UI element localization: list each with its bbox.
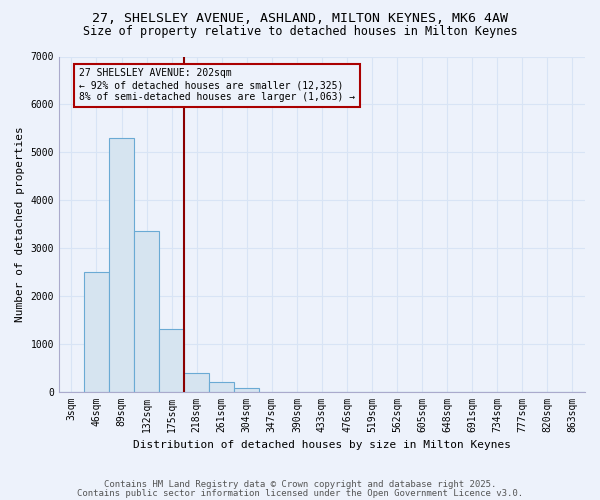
Bar (134, 231, 159, 392)
Bar (159, 330, 184, 392)
Text: 27, SHELSLEY AVENUE, ASHLAND, MILTON KEYNES, MK6 4AW: 27, SHELSLEY AVENUE, ASHLAND, MILTON KEY… (92, 12, 508, 26)
Text: Contains HM Land Registry data © Crown copyright and database right 2025.: Contains HM Land Registry data © Crown c… (104, 480, 496, 489)
Text: 27 SHELSLEY AVENUE: 202sqm
← 92% of detached houses are smaller (12,325)
8% of s: 27 SHELSLEY AVENUE: 202sqm ← 92% of deta… (79, 68, 355, 102)
X-axis label: Distribution of detached houses by size in Milton Keynes: Distribution of detached houses by size … (133, 440, 511, 450)
Bar (184, 374, 209, 392)
Bar (109, 138, 134, 392)
Text: Contains public sector information licensed under the Open Government Licence v3: Contains public sector information licen… (77, 488, 523, 498)
Text: Size of property relative to detached houses in Milton Keynes: Size of property relative to detached ho… (83, 25, 517, 38)
Bar (209, 382, 234, 392)
Bar (84, 272, 109, 392)
Bar (234, 388, 259, 392)
Y-axis label: Number of detached properties: Number of detached properties (15, 126, 25, 322)
